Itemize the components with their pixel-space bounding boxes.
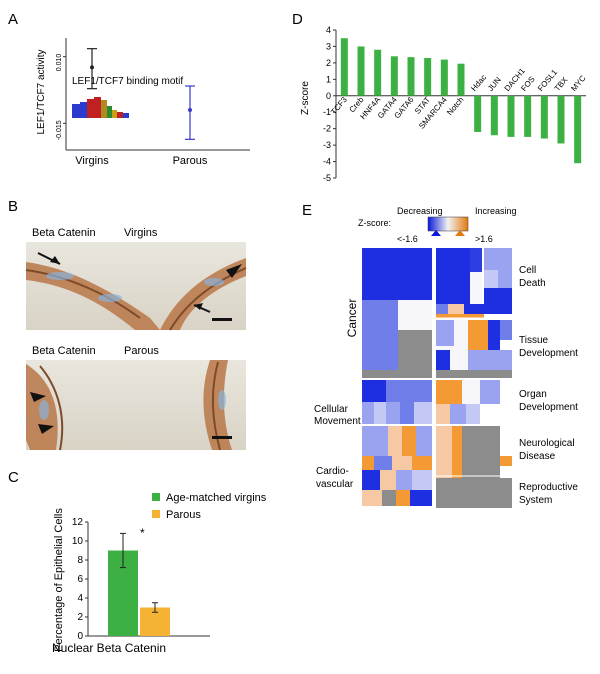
- zscore-colorbar: [427, 216, 469, 232]
- chart-a-ytick-label: -0.015: [56, 120, 63, 140]
- chart-a-point: [188, 108, 192, 112]
- category-cell-movement-2: Movement: [314, 416, 361, 427]
- panel-a-label: A: [8, 11, 18, 28]
- panel-c-label: C: [8, 469, 19, 486]
- category-tissue-dev-2: Development: [519, 348, 578, 359]
- chart-d-bar: [357, 46, 365, 96]
- category-neuro-1: Neurological: [519, 438, 575, 449]
- sequence-logo: [72, 97, 129, 118]
- chart-c-xlabel: Nuclear Beta Catenin: [52, 641, 166, 655]
- category-cancer: Cancer: [345, 299, 359, 338]
- zscore-legend-title: Z-score:: [358, 218, 391, 228]
- chart-d-bar: [390, 56, 398, 96]
- chart-d-bar: [440, 59, 448, 96]
- chart-a-point: [90, 65, 94, 70]
- chart-c-ytick-label: 10: [72, 536, 84, 547]
- chart-a-ytick-label: 0.010: [56, 54, 63, 72]
- treemap: [362, 248, 512, 510]
- chart-c-ytick-label: 4: [77, 593, 83, 604]
- chart-d-category-label: TCF3: [329, 95, 349, 117]
- category-cell-death-1: Cell: [519, 265, 536, 276]
- chart-d-ylabel: Z-score: [300, 81, 311, 115]
- chart-d-bar: [340, 38, 348, 96]
- chart-d-bar: [540, 95, 548, 139]
- b-top-group-label: Virgins: [124, 227, 158, 239]
- chart-c-ytick-label: 0: [77, 631, 83, 642]
- chart-d-ytick-label: -1: [323, 107, 331, 117]
- category-organ-dev-1: Organ: [519, 389, 547, 400]
- chart-c-ytick-label: 8: [77, 555, 83, 566]
- chart-d-ytick-label: 4: [326, 25, 331, 35]
- chart-d-bar: [574, 95, 582, 164]
- zscore-marker-high: [455, 230, 465, 236]
- chart-d-category-label: MYC: [569, 73, 587, 93]
- zscore-decreasing-value: <-1.6: [397, 234, 418, 244]
- zscore-marker-low: [431, 230, 441, 236]
- chart-d-category-label: Hdac: [469, 73, 488, 93]
- legend-swatch-parous: [152, 510, 160, 518]
- chart-a-category-label: Parous: [173, 155, 208, 167]
- b-bottom-group-label: Parous: [124, 345, 159, 357]
- chart-d-category-label: JUN: [486, 75, 503, 93]
- chart-d: 43210-1-2-3-4-5TCF3CrebHNF4AGATA4GATA6ST…: [323, 25, 588, 183]
- category-repro-2: System: [519, 495, 552, 506]
- chart-d-category-label: GATA6: [393, 95, 416, 120]
- chart-d-category-label: Notch: [445, 95, 465, 117]
- category-organ-dev-2: Development: [519, 402, 578, 413]
- category-cardio-2: vascular: [316, 479, 354, 490]
- b-top-stain-label: Beta Catenin: [32, 227, 96, 239]
- zscore-decreasing: Decreasing: [397, 206, 443, 216]
- micrograph-parous: [26, 360, 246, 451]
- category-repro-1: Reproductive: [519, 482, 578, 493]
- chart-a-category-label: Virgins: [75, 155, 109, 167]
- chart-d-bar: [490, 95, 498, 136]
- zscore-increasing-value: >1.6: [475, 234, 493, 244]
- panel-e-label: E: [302, 202, 312, 219]
- legend-swatch-virgins: [152, 493, 160, 501]
- category-neuro-2: Disease: [519, 451, 556, 462]
- chart-d-ytick-label: -3: [323, 140, 331, 150]
- chart-c-ylabel: Percentage of Epithelial Cells: [53, 508, 65, 652]
- chart-d-bar: [407, 57, 415, 96]
- chart-d-bar: [424, 57, 432, 96]
- chart-c-ytick-label: 6: [77, 574, 83, 585]
- chart-d-ytick-label: -5: [323, 173, 331, 183]
- legend-label-virgins: Age-matched virgins: [166, 492, 267, 504]
- category-cardio-1: Cardio-: [316, 466, 349, 477]
- chart-c-ytick-label: 2: [77, 612, 83, 623]
- legend-label-parous: Parous: [166, 509, 201, 521]
- chart-d-ytick-label: 2: [326, 58, 331, 68]
- chart-d-ytick-label: 0: [326, 91, 331, 101]
- chart-d-bar: [524, 95, 532, 137]
- chart-d-ytick-label: 3: [326, 41, 331, 51]
- chart-d-ytick-label: 1: [326, 74, 331, 84]
- chart-a: 0.010 -0.015 Virgins Parous: [56, 38, 250, 167]
- panel-b-label: B: [8, 198, 18, 215]
- motif-annotation: LEF1/TCF7 binding motif: [72, 76, 183, 87]
- micrograph-virgins: [25, 242, 247, 331]
- chart-d-bar: [474, 95, 482, 132]
- chart-d-bar: [557, 95, 565, 144]
- zscore-increasing: Increasing: [475, 206, 517, 216]
- category-cell-death-2: Death: [519, 278, 546, 289]
- chart-c: 0 2 4 6 8 10 12: [72, 517, 210, 642]
- chart-d-ytick-label: -4: [323, 157, 331, 167]
- chart-d-bar: [507, 95, 515, 137]
- chart-d-ytick-label: -2: [323, 124, 331, 134]
- significance-star: *: [140, 526, 145, 540]
- panel-d-label: D: [292, 11, 303, 28]
- chart-c-ytick-label: 12: [72, 517, 84, 528]
- chart-d-bar: [457, 63, 465, 96]
- chart-a-ylabel: LEF1/TCF7 activity: [36, 49, 47, 134]
- category-tissue-dev-1: Tissue: [519, 335, 549, 346]
- chart-d-bar: [374, 49, 382, 96]
- b-bottom-stain-label: Beta Catenin: [32, 345, 96, 357]
- category-cell-movement-1: Cellular: [314, 404, 349, 415]
